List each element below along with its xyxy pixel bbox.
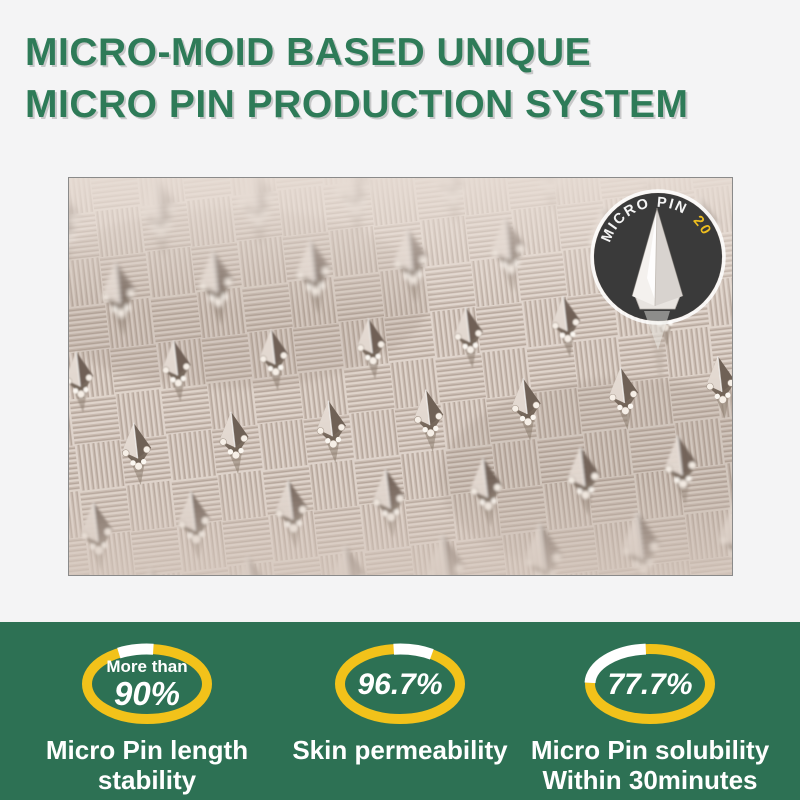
stat-pin-solubility: 77.7% Micro Pin solubility Within 30minu… [530,638,770,795]
stat-value: 96.7% [357,667,443,701]
stat-ring-icon [335,643,465,724]
stat-label: Skin permeability [292,735,508,765]
title-line-1: MICRO-MOID BASED UNIQUE [25,31,592,74]
stats-panel: More than 90% Micro Pin length stability… [0,622,800,800]
stat-pin-length-stability: More than 90% Micro Pin length stability [27,638,267,795]
pin-crystal-icon [631,207,684,350]
stat-label: Micro Pin length stability [45,735,249,795]
title-line-2: MICRO PIN PRODUCTION SYSTEM [25,83,689,126]
stat-value: 77.7% [607,667,693,701]
stat-value: 90% [113,675,181,712]
stat-skin-permeability: 96.7% Skin permeability [280,638,520,765]
micro-pin-photo-art: MICRO PIN 200EA [69,178,732,575]
page-title: MICRO-MOID BASED UNIQUE MICRO PIN PRODUC… [25,27,689,131]
micro-pin-photo: MICRO PIN 200EA [68,177,733,576]
stat-label: Micro Pin solubility Within 30minutes [530,735,770,795]
stat-prefix: More than [106,657,188,676]
stat-ring-icon [82,643,212,724]
stat-ring-icon [584,643,715,724]
